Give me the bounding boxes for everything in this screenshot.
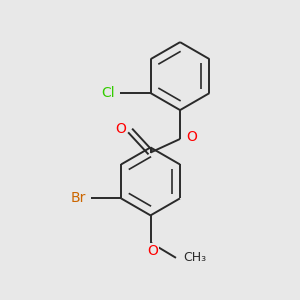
Text: O: O xyxy=(147,244,158,258)
Text: Br: Br xyxy=(71,191,86,206)
Text: Cl: Cl xyxy=(101,86,115,100)
Text: O: O xyxy=(186,130,197,144)
Text: O: O xyxy=(115,122,126,136)
Text: CH₃: CH₃ xyxy=(183,251,206,264)
